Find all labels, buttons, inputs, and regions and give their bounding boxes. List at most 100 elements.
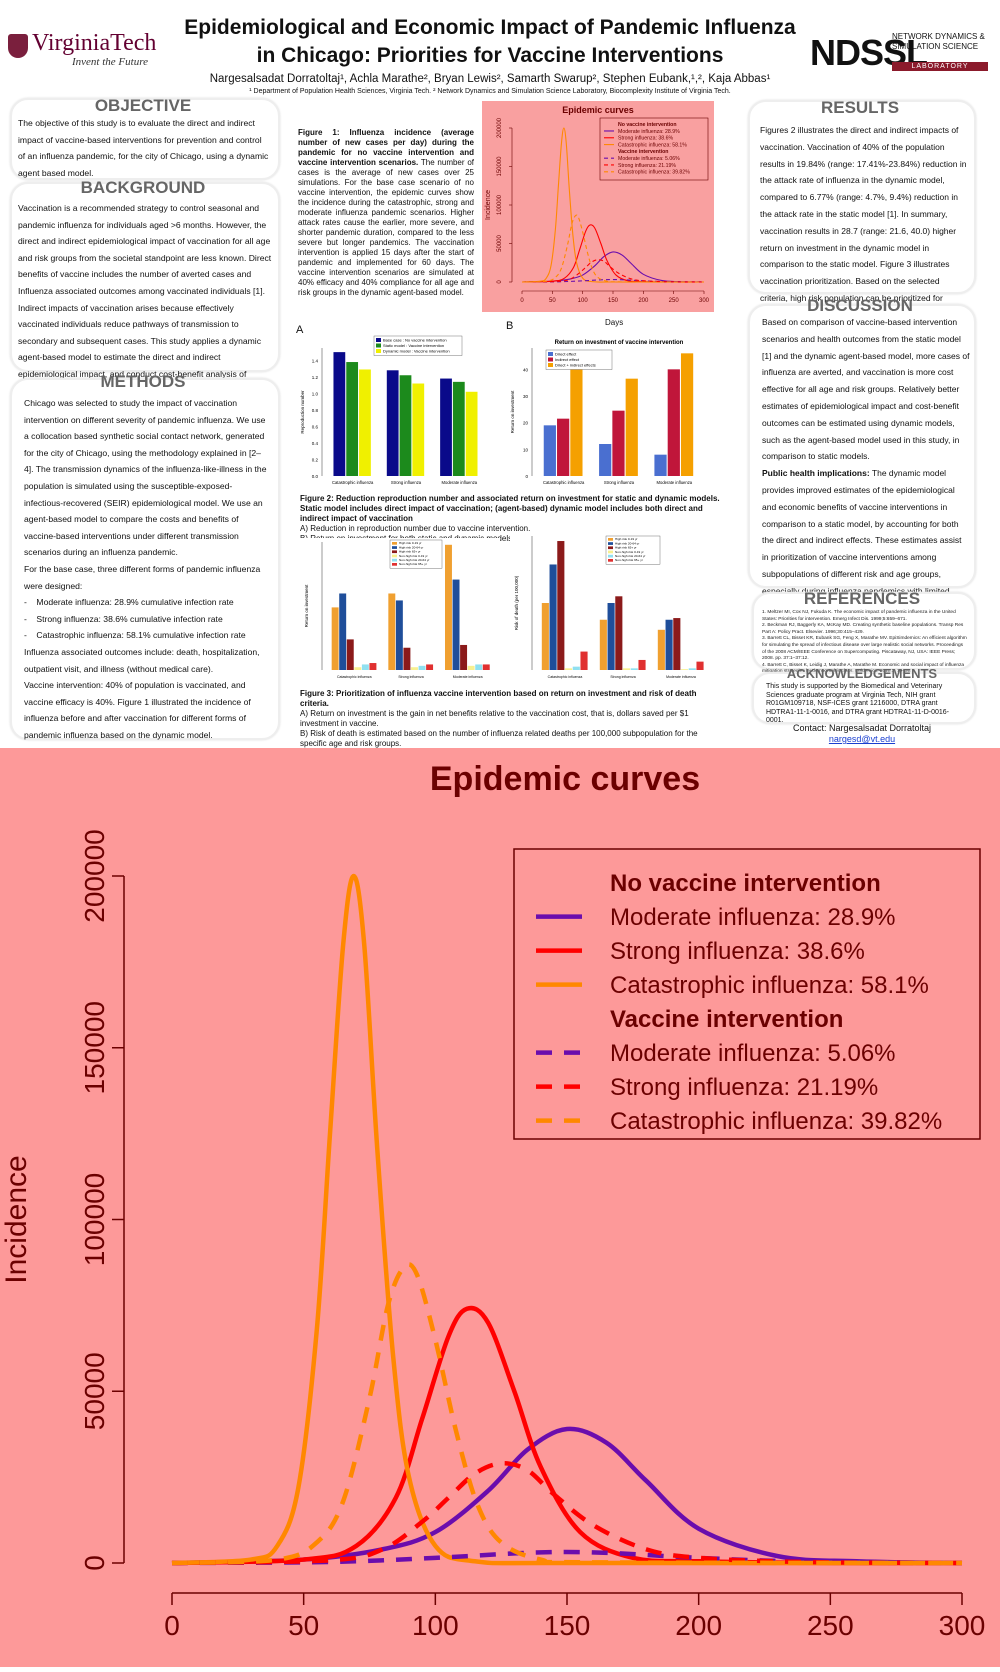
legend-swatch [548, 363, 553, 367]
category-label: Catastrophic influenza [548, 675, 583, 679]
methods-text: Chicago was selected to study the impact… [24, 395, 268, 743]
discussion-section [748, 304, 976, 588]
x-tick-label: 250 [807, 1610, 854, 1641]
background-text: Vaccination is a recommended strategy to… [18, 203, 272, 396]
y-axis-label: Incidence [0, 1155, 33, 1283]
legend-swatch [392, 554, 397, 558]
y-tick-label: 0 [497, 280, 503, 284]
methods-bullet-1: - Moderate influenza: 28.9% cumulative i… [24, 597, 234, 608]
bar-strong-influenza-non-high-risk-0-19-yr [623, 668, 631, 670]
affiliations: ¹ Department of Population Health Scienc… [249, 88, 731, 95]
legend-label: High risk 65+ yr [615, 546, 637, 550]
vt-shield-icon [8, 34, 28, 58]
methods-bullet-2: - Strong influenza: 38.6% cumulative inf… [24, 613, 223, 624]
bar-catastrophic-influenza-high-risk-20-64-yr [339, 593, 347, 670]
category-label: Catastrophic influenza [332, 480, 374, 485]
bar-catastrophic-influenza-static-model-vaccine-intervention [346, 362, 359, 476]
contact-email-link[interactable]: nargesd@vt.edu [828, 734, 896, 744]
y-tick-label: 50000 [79, 1352, 110, 1430]
legend-label: High risk 65+ yr [399, 550, 421, 554]
y-tick-label: 0.2 [312, 457, 319, 462]
methods-section [10, 378, 280, 740]
results-title: RESULTS [820, 98, 900, 117]
bar-strong-influenza-static-model-vaccine-intervention [399, 375, 412, 476]
chart-title: Epidemic curves [562, 105, 634, 115]
bar-moderate-influenza-base-case-no-vaccine-intervention [440, 378, 452, 476]
references-section [752, 592, 976, 670]
bar-moderate-influenza-direct-indirect-effects [680, 353, 694, 476]
figure2-b-chart: Return on investment of vaccine interven… [506, 334, 706, 494]
references-list: 1. Meltzer MI, Cox NJ, Fukuda K. The eco… [762, 610, 968, 676]
category-label: Catastrophic influenza [543, 480, 585, 485]
bar-strong-influenza-high-risk-20-64-yr [395, 600, 403, 670]
bar-strong-influenza-high-risk-65-yr [615, 596, 623, 670]
legend-swatch [608, 554, 613, 558]
legend-label: High risk 0-19 yr [615, 537, 638, 541]
bar-moderate-influenza-non-high-risk-0-19-yr [467, 665, 475, 670]
legend-swatch [376, 349, 381, 353]
legend-swatch [376, 338, 381, 342]
y-axis-label: Reproduction number [300, 390, 305, 434]
legend-label: Strong influenza: 38.6% [610, 938, 865, 965]
legend-label: Non-high risk 20-64 yr [615, 554, 645, 558]
vt-tagline: Invent the Future [72, 56, 148, 68]
bar-catastrophic-influenza-high-risk-20-64-yr [549, 564, 557, 670]
bar-moderate-influenza-indirect-effect [667, 369, 680, 476]
legend-box [373, 335, 463, 356]
bar-strong-influenza-non-high-risk-65-yr [638, 659, 646, 670]
bar-moderate-influenza-non-high-risk-65-yr [482, 664, 490, 670]
bar-catastrophic-influenza-non-high-risk-65-yr [580, 651, 588, 670]
category-label: Moderate influenza [442, 480, 478, 485]
series-line-moderate-influenza-28-9 [521, 251, 705, 283]
legend-swatch [392, 546, 397, 549]
legend-label: Moderate influenza: 28.9% [610, 904, 896, 931]
figure3-caption-a: A) Return on investment is the gain in n… [300, 709, 689, 728]
bar-strong-influenza-direct-effect [599, 444, 612, 476]
y-axis-label: Return on investment [304, 584, 309, 628]
bar-strong-influenza-high-risk-0-19-yr [388, 593, 396, 670]
figure2-label-b: B [506, 320, 514, 332]
methods-p3: Influenza associated outcomes include: d… [24, 646, 260, 674]
legend-swatch [608, 559, 613, 562]
x-tick-label: 0 [520, 298, 524, 304]
bar-strong-influenza-dynamic-model-vaccine-intervention [412, 383, 425, 476]
ndssl-name: NETWORK DYNAMICS & SIMULATION SCIENCE [892, 32, 985, 51]
figure3-b-chart: Risk of death (per 100,000) Catastrophic … [510, 532, 715, 684]
authors: Nargesalsadat Dorratoltaj¹, Achla Marath… [209, 73, 771, 85]
virginia-tech-logo: VirginiaTech Invent the Future [8, 30, 168, 74]
bar-catastrophic-influenza-high-risk-0-19-yr [541, 603, 549, 670]
bar-moderate-influenza-non-high-risk-20-64-yr [688, 668, 696, 670]
category-label: Moderate influenza [657, 480, 693, 485]
legend-label: Non-high risk 65+ yr [399, 562, 427, 566]
legend-heading: No vaccine intervention [610, 870, 881, 897]
methods-bullet-1-text: Moderate influenza: 28.9% cumulative inf… [36, 597, 234, 608]
figure1-small-plot: Epidemic curves Incidence 0 50000 100000 1500… [482, 101, 714, 312]
objective-text: The objective of this study is to evalua… [18, 118, 269, 178]
legend-swatch [392, 542, 397, 545]
results-text: Figures 2 illustrates the direct and ind… [760, 125, 967, 320]
legend-heading: Vaccine intervention [618, 149, 668, 155]
bar-moderate-influenza-non-high-risk-0-19-yr [681, 669, 689, 670]
legend-swatch [392, 563, 397, 566]
legend-label: High risk 20-64 yr [615, 541, 639, 545]
reference-3: 3. Barrett CL, Bisset KR, Eubank SG, Fen… [762, 636, 967, 662]
bar-moderate-influenza-high-risk-65-yr [673, 618, 681, 670]
legend-swatch [608, 538, 613, 541]
bar-catastrophic-influenza-non-high-risk-0-19-yr [565, 668, 573, 670]
background-title: BACKGROUND [80, 178, 206, 197]
legend-label: High risk 0-19 yr [399, 541, 422, 545]
epidemic-curves-svg: Epidemic curvesIncidence0500001000001500… [0, 760, 985, 1641]
discussion-p2-bold: Public health implications: [762, 468, 870, 479]
x-tick-label: 0 [164, 1610, 180, 1641]
legend-label: Catastrophic influenza: 39.82% [610, 1108, 942, 1135]
figure1-caption-rest: The number of cases is the average of ne… [298, 158, 474, 297]
y-tick-label: 0.6 [312, 424, 319, 429]
legend-label: Dynamic model : Vaccine intervention [383, 349, 450, 354]
y-tick-label: 200000 [497, 117, 503, 138]
chart-title: Return on investment of vaccine interven… [555, 340, 684, 346]
x-tick-label: 50 [549, 298, 556, 304]
discussion-p1: Based on comparison of vaccine-based int… [762, 317, 970, 462]
references-title: REFERENCES [803, 589, 921, 608]
legend-swatch [608, 550, 613, 554]
y-tick-label: 150000 [79, 1001, 110, 1094]
